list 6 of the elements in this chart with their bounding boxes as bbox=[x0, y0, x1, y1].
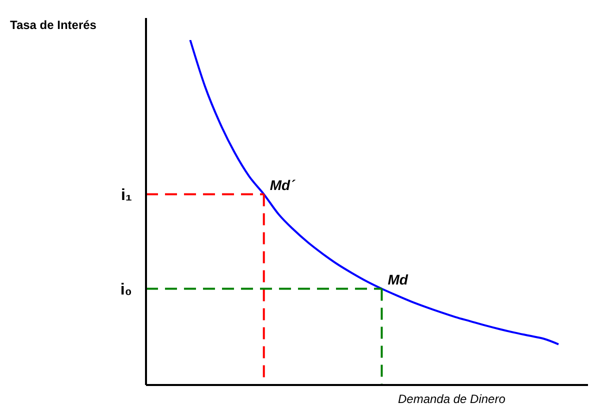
ref-line-label: i₁ bbox=[120, 186, 132, 204]
annotation: Md´ bbox=[270, 177, 296, 194]
annotation: Md bbox=[388, 272, 408, 288]
y-axis-title: Tasa de Interés bbox=[10, 18, 96, 32]
ref-line-label: i₀ bbox=[120, 281, 132, 298]
x-axis-title: Demanda de Dinero bbox=[398, 392, 506, 406]
